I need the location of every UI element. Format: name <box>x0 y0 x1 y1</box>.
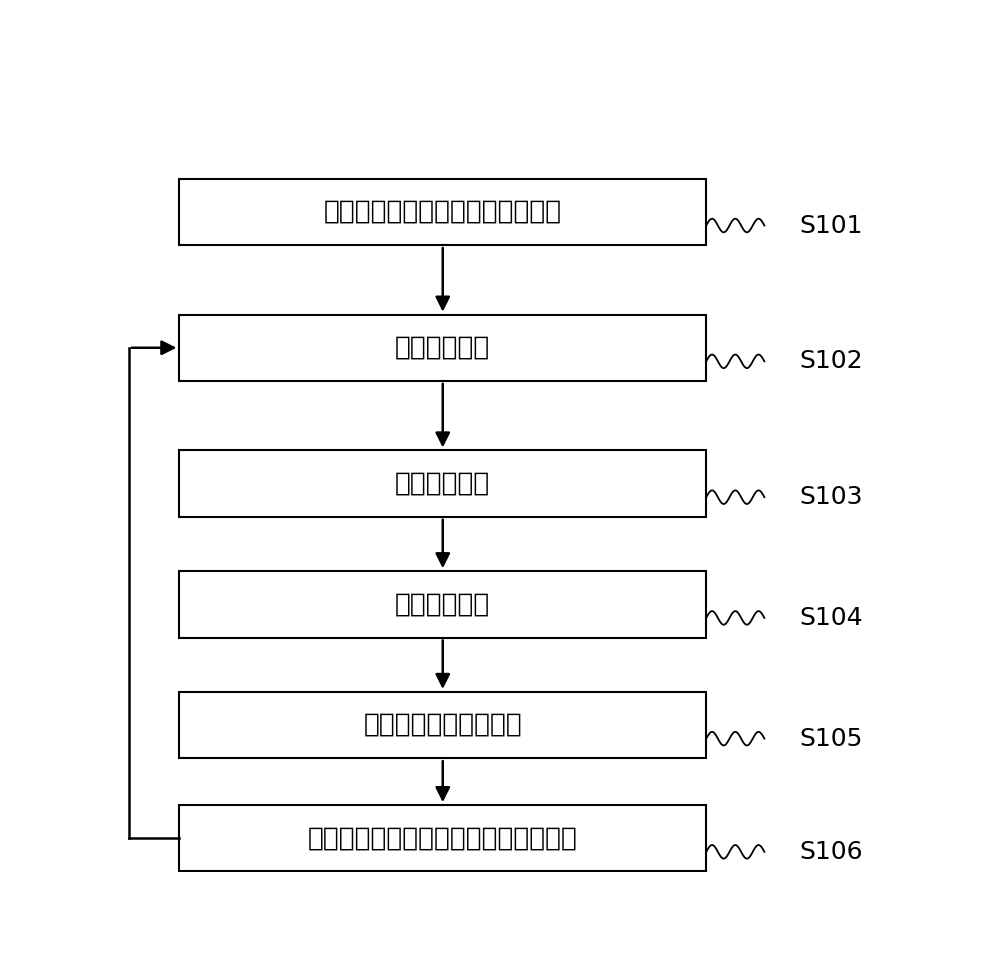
Text: 调节手持装置: 调节手持装置 <box>395 591 490 617</box>
Text: S104: S104 <box>799 606 863 630</box>
Bar <box>179 451 706 516</box>
Text: S102: S102 <box>799 349 863 373</box>
Text: S106: S106 <box>799 840 863 863</box>
Text: 获取下一颗牙齿的的托槽安装定位数据: 获取下一颗牙齿的的托槽安装定位数据 <box>308 825 578 852</box>
Text: 获取当前牙齿的托槽安装定位数据: 获取当前牙齿的托槽安装定位数据 <box>324 199 562 225</box>
Bar <box>179 315 706 381</box>
Text: S101: S101 <box>799 214 863 237</box>
Text: S105: S105 <box>799 726 863 751</box>
Text: 拆解定位数据: 拆解定位数据 <box>395 335 490 361</box>
Bar <box>179 805 706 871</box>
Bar <box>179 692 706 759</box>
Text: S103: S103 <box>799 485 863 510</box>
Text: 调节定位装置: 调节定位装置 <box>395 470 490 497</box>
Bar <box>179 571 706 638</box>
Text: 粘结托槽到本颗牙齿上: 粘结托槽到本颗牙齿上 <box>363 712 522 738</box>
Bar <box>179 178 706 245</box>
